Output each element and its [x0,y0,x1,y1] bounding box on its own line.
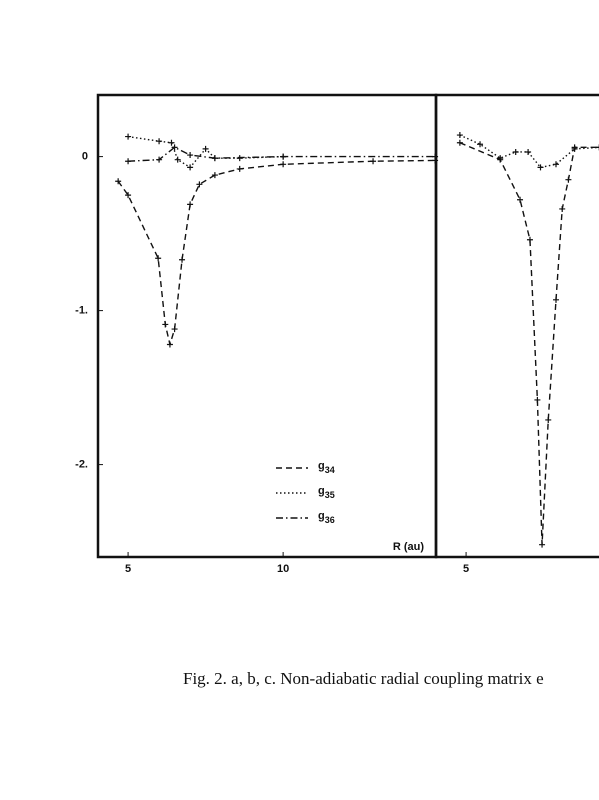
legend-label-sub: 36 [325,515,335,525]
data-point [166,341,173,348]
x-axis-label: R (au) [393,541,425,553]
data-point [456,132,463,139]
data-point [477,141,484,148]
data-point [187,152,194,159]
data-point [280,161,287,168]
data-point [125,133,132,140]
data-point [187,201,194,208]
data-point [571,145,578,152]
data-point [202,145,209,152]
legend-label-base: g [318,460,325,472]
legend-label-base: g [318,485,325,497]
data-point [280,153,287,160]
data-point [196,181,203,188]
data-point [370,158,377,165]
data-point [187,164,194,171]
data-point [517,196,524,203]
data-point [525,148,532,155]
data-point [559,205,566,212]
legend-label-sub: 34 [325,465,335,475]
x-tick-label: 10 [277,563,289,575]
series-line [127,135,284,169]
data-point [512,148,519,155]
data-point [526,236,533,243]
data-point [155,255,162,262]
series-line [117,159,436,348]
data-point [565,176,572,183]
data-point [539,541,546,548]
data-point [179,256,186,263]
y-tick-label: 0 [82,151,88,163]
data-point [537,164,544,171]
data-point [171,144,178,151]
data-point [125,192,132,199]
data-point [174,156,181,163]
data-point [211,155,218,162]
y-tick-label: -2. [75,459,88,471]
legend-label-base: g [318,510,325,522]
data-point [534,396,541,403]
x-tick-label: 5 [463,563,469,575]
x-tick-label: 5 [125,563,131,575]
data-point [545,416,552,423]
data-point [553,161,560,168]
data-point [553,296,560,303]
data-point [596,144,599,151]
plot-frame [96,93,438,559]
legend-label: g36 [318,510,335,525]
y-tick-label: -1. [75,305,88,317]
data-point [168,139,175,146]
data-point [236,165,243,172]
plot-frame [434,93,599,559]
data-point [171,326,178,333]
data-point [456,139,463,146]
caption: Fig. 2. a, b, c. Non-adiabatic radial co… [183,669,544,688]
data-point [125,158,132,165]
data-point [162,321,169,328]
legend-label-sub: 35 [325,490,335,500]
series-line [459,142,599,545]
data-point [156,138,163,145]
data-point [211,172,218,179]
legend-label: g34 [318,460,335,475]
data-point [115,178,122,185]
data-point [156,156,163,163]
data-point [497,155,504,162]
legend-label: g35 [318,485,335,500]
